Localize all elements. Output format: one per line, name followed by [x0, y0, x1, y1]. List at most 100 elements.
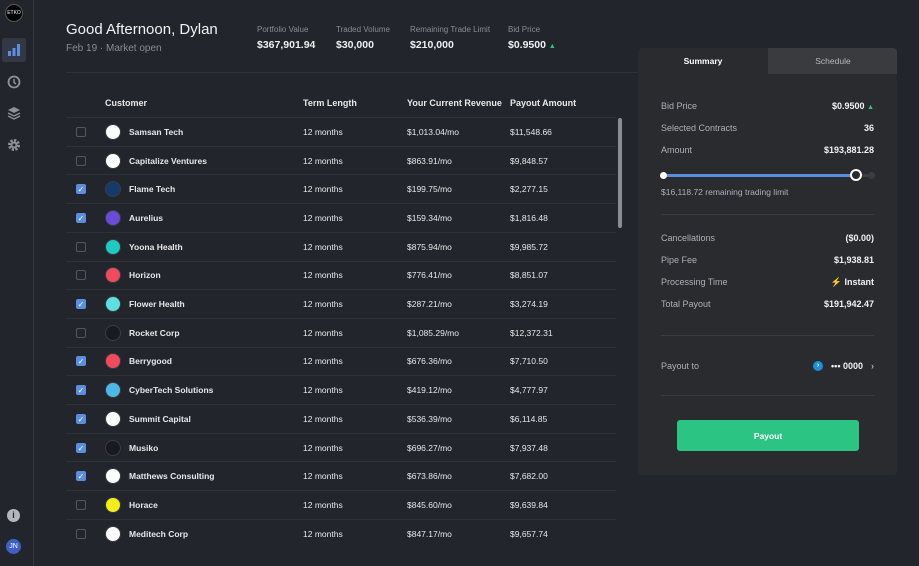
- table-row[interactable]: Rocket Corp 12 months $1,085.29/mo $12,3…: [66, 317, 616, 347]
- stat-traded-volume: Traded Volume $30,000: [336, 25, 390, 51]
- customer-name: Berrygood: [129, 356, 172, 367]
- user-avatar[interactable]: JN: [6, 539, 21, 554]
- current-revenue: $199.75/mo: [407, 184, 452, 195]
- sidebar-item-dashboard[interactable]: [2, 38, 26, 62]
- column-header-term[interactable]: Term Length: [303, 98, 357, 108]
- row-checkbox[interactable]: [76, 126, 86, 137]
- row-checkbox[interactable]: ✓: [76, 299, 86, 310]
- payout-amount: $11,548.66: [510, 126, 552, 137]
- sidebar-item-settings[interactable]: [2, 133, 26, 157]
- company-logo: [105, 353, 121, 370]
- table-row[interactable]: ✓ Berrygood 12 months $676.36/mo $7,710.…: [66, 346, 616, 376]
- table-row[interactable]: ✓ Musiko 12 months $696.27/mo $7,937.48: [66, 432, 616, 462]
- term-length: 12 months: [303, 299, 343, 310]
- row-checkbox[interactable]: [76, 241, 86, 252]
- payout-amount: $1,816.48: [510, 212, 548, 223]
- current-revenue: $1,013.04/mo: [407, 126, 459, 137]
- table-row[interactable]: Capitalize Ventures 12 months $863.91/mo…: [66, 145, 616, 175]
- stat-remaining-limit: Remaining Trade Limit $210,000: [410, 25, 491, 51]
- term-length: 12 months: [303, 413, 343, 424]
- table-row[interactable]: Meditech Corp 12 months $847.17/mo $9,65…: [66, 518, 616, 548]
- slider-track-remaining: [857, 174, 869, 177]
- payout-amount: $7,710.50: [510, 356, 548, 367]
- customer-name: Rocket Corp: [129, 327, 180, 338]
- table-row[interactable]: ✓ Flower Health 12 months $287.21/mo $3,…: [66, 289, 616, 318]
- brand-logo[interactable]: ETKO: [5, 4, 23, 22]
- stat-bid-price: Bid Price $0.9500 ▲: [508, 25, 556, 51]
- table-row[interactable]: Horace 12 months $845.60/mo $9,639.84: [66, 490, 616, 519]
- company-logo: [105, 410, 121, 427]
- customer-name: Flower Health: [129, 299, 185, 310]
- tab-schedule[interactable]: Schedule: [768, 48, 897, 74]
- table-row[interactable]: ✓ Aurelius 12 months $159.34/mo $1,816.4…: [66, 203, 616, 232]
- company-logo: [105, 496, 121, 513]
- term-length: 12 months: [303, 270, 343, 281]
- row-checkbox[interactable]: ✓: [76, 212, 86, 223]
- term-length: 12 months: [303, 184, 343, 195]
- sidebar-item-layers[interactable]: [2, 101, 26, 125]
- term-length: 12 months: [303, 442, 343, 453]
- payout-amount: $7,937.48: [510, 442, 548, 453]
- term-length: 12 months: [303, 528, 343, 539]
- tab-summary[interactable]: Summary: [638, 48, 768, 74]
- amount-slider-track[interactable]: [664, 174, 857, 177]
- pipe-fee-row: Pipe Fee $1,938.81: [661, 255, 874, 265]
- customer-name: Flame Tech: [129, 184, 176, 195]
- company-logo: [105, 267, 121, 284]
- row-checkbox[interactable]: ✓: [76, 442, 86, 453]
- table-row[interactable]: Yoona Health 12 months $875.94/mo $9,985…: [66, 231, 616, 261]
- table-row[interactable]: Samsan Tech 12 months $1,013.04/mo $11,5…: [66, 117, 616, 146]
- company-logo: [105, 238, 121, 255]
- term-length: 12 months: [303, 241, 343, 252]
- table-row[interactable]: Horizon 12 months $776.41/mo $8,851.07: [66, 260, 616, 290]
- trend-up-icon: ▲: [548, 43, 556, 50]
- customer-name: Horace: [129, 499, 158, 510]
- table-row[interactable]: ✓ Matthews Consulting 12 months $673.86/…: [66, 461, 616, 490]
- info-icon[interactable]: i: [7, 509, 20, 522]
- payout-amount: $9,639.84: [510, 499, 548, 510]
- bar-chart-icon: [8, 44, 20, 56]
- term-length: 12 months: [303, 212, 343, 223]
- payout-to-row[interactable]: Payout to › ••• 0000 ›: [661, 361, 874, 371]
- customer-name: Samsan Tech: [129, 126, 184, 137]
- row-checkbox[interactable]: ✓: [76, 356, 86, 367]
- table-row[interactable]: ✓ CyberTech Solutions 12 months $419.12/…: [66, 375, 616, 404]
- customer-name: CyberTech Solutions: [129, 385, 214, 396]
- column-header-customer[interactable]: Customer: [105, 98, 148, 108]
- payout-amount: $2,277.15: [510, 184, 548, 195]
- row-checkbox[interactable]: [76, 499, 86, 510]
- amount-row: Amount $193,881.28: [661, 145, 874, 155]
- term-length: 12 months: [303, 356, 343, 367]
- payout-amount: $9,848.57: [510, 155, 548, 166]
- slider-min-handle[interactable]: [660, 172, 667, 179]
- table-scrollbar[interactable]: [618, 118, 622, 228]
- column-header-payout[interactable]: Payout Amount: [510, 98, 577, 108]
- row-checkbox[interactable]: ✓: [76, 184, 86, 195]
- sidebar: ETKO i JN: [0, 0, 34, 566]
- column-header-revenue[interactable]: Your Current Revenue: [407, 98, 502, 108]
- table-row[interactable]: ✓ Flame Tech 12 months $199.75/mo $2,277…: [66, 174, 616, 203]
- row-checkbox[interactable]: [76, 270, 86, 281]
- customer-name: Musiko: [129, 442, 159, 453]
- row-checkbox[interactable]: ✓: [76, 413, 86, 424]
- slider-handle[interactable]: [850, 169, 862, 181]
- row-checkbox[interactable]: ✓: [76, 471, 86, 482]
- row-checkbox[interactable]: [76, 528, 86, 539]
- sidebar-item-history[interactable]: [2, 70, 26, 94]
- selected-contracts-row: Selected Contracts 36: [661, 123, 874, 133]
- row-checkbox[interactable]: [76, 155, 86, 166]
- current-revenue: $696.27/mo: [407, 442, 452, 453]
- layers-icon: [7, 107, 21, 120]
- company-logo: [105, 525, 121, 542]
- company-logo: [105, 123, 121, 140]
- payout-button[interactable]: Payout: [677, 420, 859, 451]
- payout-amount: $3,274.19: [510, 299, 548, 310]
- row-checkbox[interactable]: [76, 327, 86, 338]
- customer-name: Aurelius: [129, 212, 164, 223]
- row-checkbox[interactable]: ✓: [76, 385, 86, 396]
- current-revenue: $845.60/mo: [407, 499, 452, 510]
- term-length: 12 months: [303, 471, 343, 482]
- company-logo: [105, 439, 121, 456]
- table-row[interactable]: ✓ Summit Capital 12 months $536.39/mo $6…: [66, 404, 616, 433]
- chevron-right-icon: ›: [871, 361, 874, 371]
